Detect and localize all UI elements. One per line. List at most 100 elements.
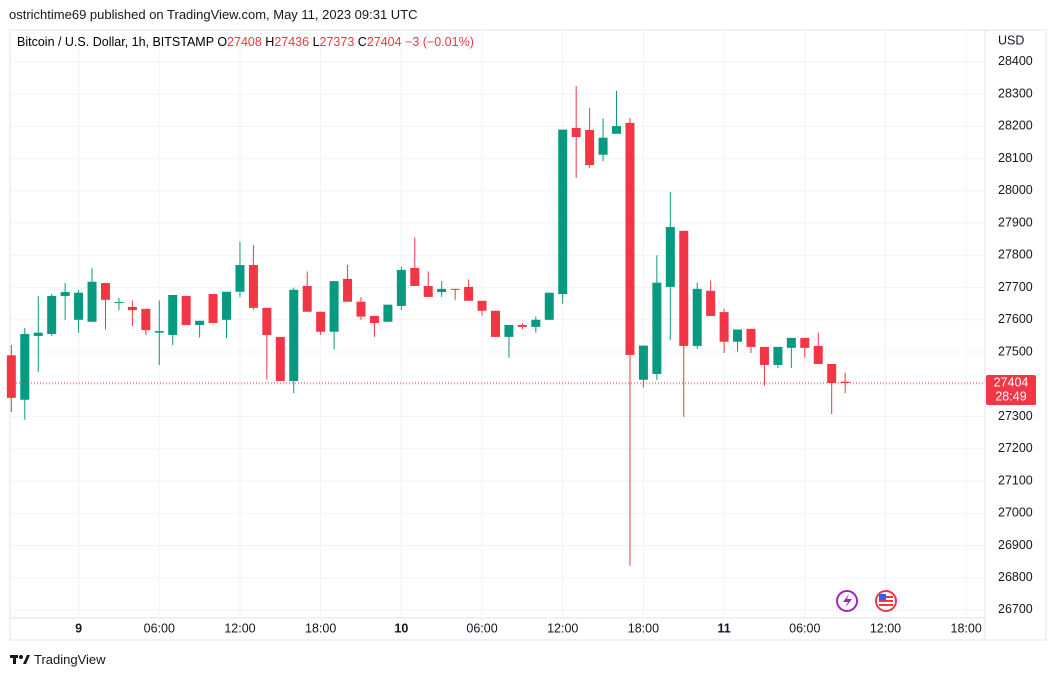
x-tick-label: 06:00 [144, 621, 175, 635]
candle-body [665, 226, 675, 287]
y-tick-label: 28000 [998, 183, 1033, 197]
candle-body [248, 265, 258, 308]
countdown: 28:49 [995, 389, 1026, 403]
y-tick-label: 27800 [998, 248, 1033, 262]
candle-body [275, 336, 285, 382]
candle-body [786, 337, 796, 348]
y-tick-label: 27000 [998, 506, 1033, 520]
y-tick-label: 27200 [998, 441, 1033, 455]
candle-body [706, 290, 716, 316]
y-tick-label: 26700 [998, 602, 1033, 616]
ohlc-label: O [217, 35, 228, 49]
candle-body [733, 329, 743, 342]
candle-body [800, 337, 810, 348]
candle-body [154, 331, 164, 333]
last-price-box [986, 374, 1036, 405]
y-tick-label: 28400 [998, 54, 1033, 68]
x-tick-label: 18:00 [305, 621, 336, 635]
y-tick-label: 26900 [998, 538, 1033, 552]
candle-body [517, 324, 527, 327]
x-tick-label: 12:00 [870, 621, 901, 635]
symbol-legend: Bitcoin / U.S. Dollar, 1h, BITSTAMP O274… [17, 35, 474, 49]
candle-body [168, 294, 178, 335]
candle-body [692, 288, 702, 346]
candle-body [490, 310, 500, 337]
candle-body [840, 381, 850, 383]
events-icon[interactable] [836, 590, 858, 612]
ohlc-label: C [357, 35, 367, 49]
candle-body [544, 292, 554, 320]
change: −3 (−0.01%) [405, 35, 474, 49]
candle-body [127, 306, 137, 311]
candle-body [208, 294, 218, 324]
candle-body [423, 285, 433, 297]
candle-body [369, 315, 379, 324]
x-tick-label: 06:00 [789, 621, 820, 635]
ohlc-value: 27408 [227, 35, 262, 49]
candle-body [329, 281, 339, 332]
y-tick-label: 27600 [998, 312, 1033, 326]
candle-body [20, 333, 30, 400]
candle-body [100, 283, 110, 300]
candle-body [289, 289, 299, 382]
candle-body [410, 267, 420, 286]
y-tick-label: 28200 [998, 119, 1033, 133]
candle-body [571, 128, 581, 138]
candle-body [585, 129, 595, 166]
candle-body [827, 363, 837, 383]
x-tick-label: 9 [75, 621, 82, 635]
candle-body [504, 324, 514, 337]
candle-body [47, 295, 57, 334]
ohlc-value: 27404 [366, 35, 402, 49]
candle-body [262, 307, 272, 335]
x-tick-label: 06:00 [466, 621, 497, 635]
y-tick-label: 26800 [998, 570, 1033, 584]
symbol: Bitcoin / U.S. Dollar, 1h, BITSTAMP [17, 35, 214, 49]
country-icon[interactable] [875, 590, 897, 612]
x-tick-label: 10 [394, 621, 408, 635]
candle-body [719, 312, 729, 342]
candle-body [625, 122, 635, 355]
candle-body [759, 346, 769, 365]
candle-body [195, 320, 205, 325]
publish-info: ostrichtime69 published on TradingView.c… [9, 7, 418, 22]
candle-body [558, 129, 568, 295]
y-tick-label: 27900 [998, 215, 1033, 229]
candle-body [531, 319, 541, 327]
candle-body [33, 332, 43, 336]
candle-body [383, 304, 393, 322]
y-tick-label: 27100 [998, 473, 1033, 487]
candle-body [74, 292, 84, 320]
candle-body [450, 288, 460, 290]
x-tick-label: 11 [717, 621, 730, 635]
axis-label: USD [998, 33, 1024, 47]
candle-body [612, 126, 622, 134]
y-tick-label: 28300 [998, 86, 1033, 100]
candle-body [87, 281, 97, 322]
candle-body [477, 300, 487, 311]
candle-body [356, 301, 366, 317]
candle-body [60, 292, 70, 296]
candle-body [181, 295, 191, 325]
y-tick-label: 27500 [998, 344, 1033, 358]
brand: TradingView [34, 652, 106, 667]
candle-body [679, 230, 689, 346]
candle-body [6, 355, 16, 398]
candle-body [302, 285, 312, 312]
candle-body [114, 302, 124, 304]
ohlc-value: 27436 [274, 35, 310, 49]
candle-body [464, 286, 474, 301]
y-tick-label: 27300 [998, 409, 1033, 423]
candle-body [343, 278, 353, 302]
candle-body [652, 282, 662, 374]
candle-body [773, 346, 783, 365]
x-tick-label: 12:00 [547, 621, 578, 635]
chart-frame [9, 29, 1047, 641]
ohlc-label: H [265, 35, 275, 49]
candle-body [746, 328, 756, 347]
candle-body [598, 137, 608, 155]
ohlc-label: L [312, 35, 320, 49]
candle-body [437, 288, 447, 293]
